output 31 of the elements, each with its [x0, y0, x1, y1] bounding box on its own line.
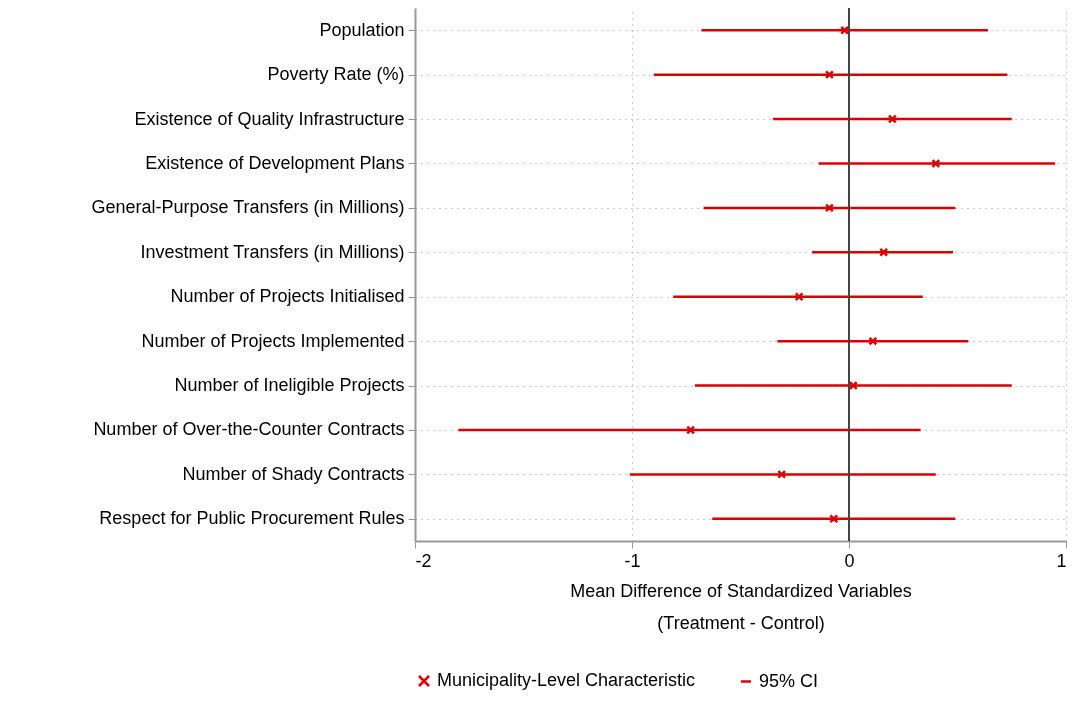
x-tick-label: -1: [624, 550, 641, 571]
y-tick-label: Number of Shady Contracts: [182, 463, 405, 484]
y-tick-label: General-Purpose Transfers (in Millions): [91, 197, 405, 218]
x-axis-title: Mean Difference of Standardized Variables (Treatment - Control): [570, 580, 912, 633]
x-tick-label: 0: [844, 550, 855, 571]
y-tick-label: Number of Ineligible Projects: [174, 375, 405, 396]
y-tick-label: Investment Transfers (in Millions): [140, 241, 405, 262]
point: [794, 292, 804, 302]
y-tick-label: Number of Over-the-Counter Contracts: [93, 419, 405, 440]
point: [840, 25, 850, 35]
point: [829, 514, 839, 524]
legend-label: 95% CI: [759, 670, 819, 691]
point: [824, 70, 835, 80]
x-tick-label: 1: [1056, 550, 1067, 571]
point: [685, 425, 696, 435]
point: [824, 203, 835, 213]
y-tick-label: Existence of Quality Infrastructure: [134, 108, 405, 129]
legend-label: Municipality-Level Characteristic: [437, 670, 696, 690]
point: [879, 247, 889, 257]
point: [848, 380, 858, 391]
point: [931, 158, 941, 169]
y-tick-label: Poverty Rate (%): [267, 64, 405, 85]
y-tick-label: Population: [319, 19, 405, 40]
point: [777, 469, 787, 479]
y-tick-label: Respect for Public Procurement Rules: [99, 508, 405, 529]
y-tick-label: Existence of Development Plans: [145, 152, 405, 173]
point: [887, 114, 897, 124]
y-tick-label: Number of Projects Implemented: [141, 330, 405, 351]
x-tick-label: -2: [415, 550, 432, 571]
y-tick-label: Number of Projects Initialised: [170, 286, 405, 307]
point: [868, 336, 878, 346]
